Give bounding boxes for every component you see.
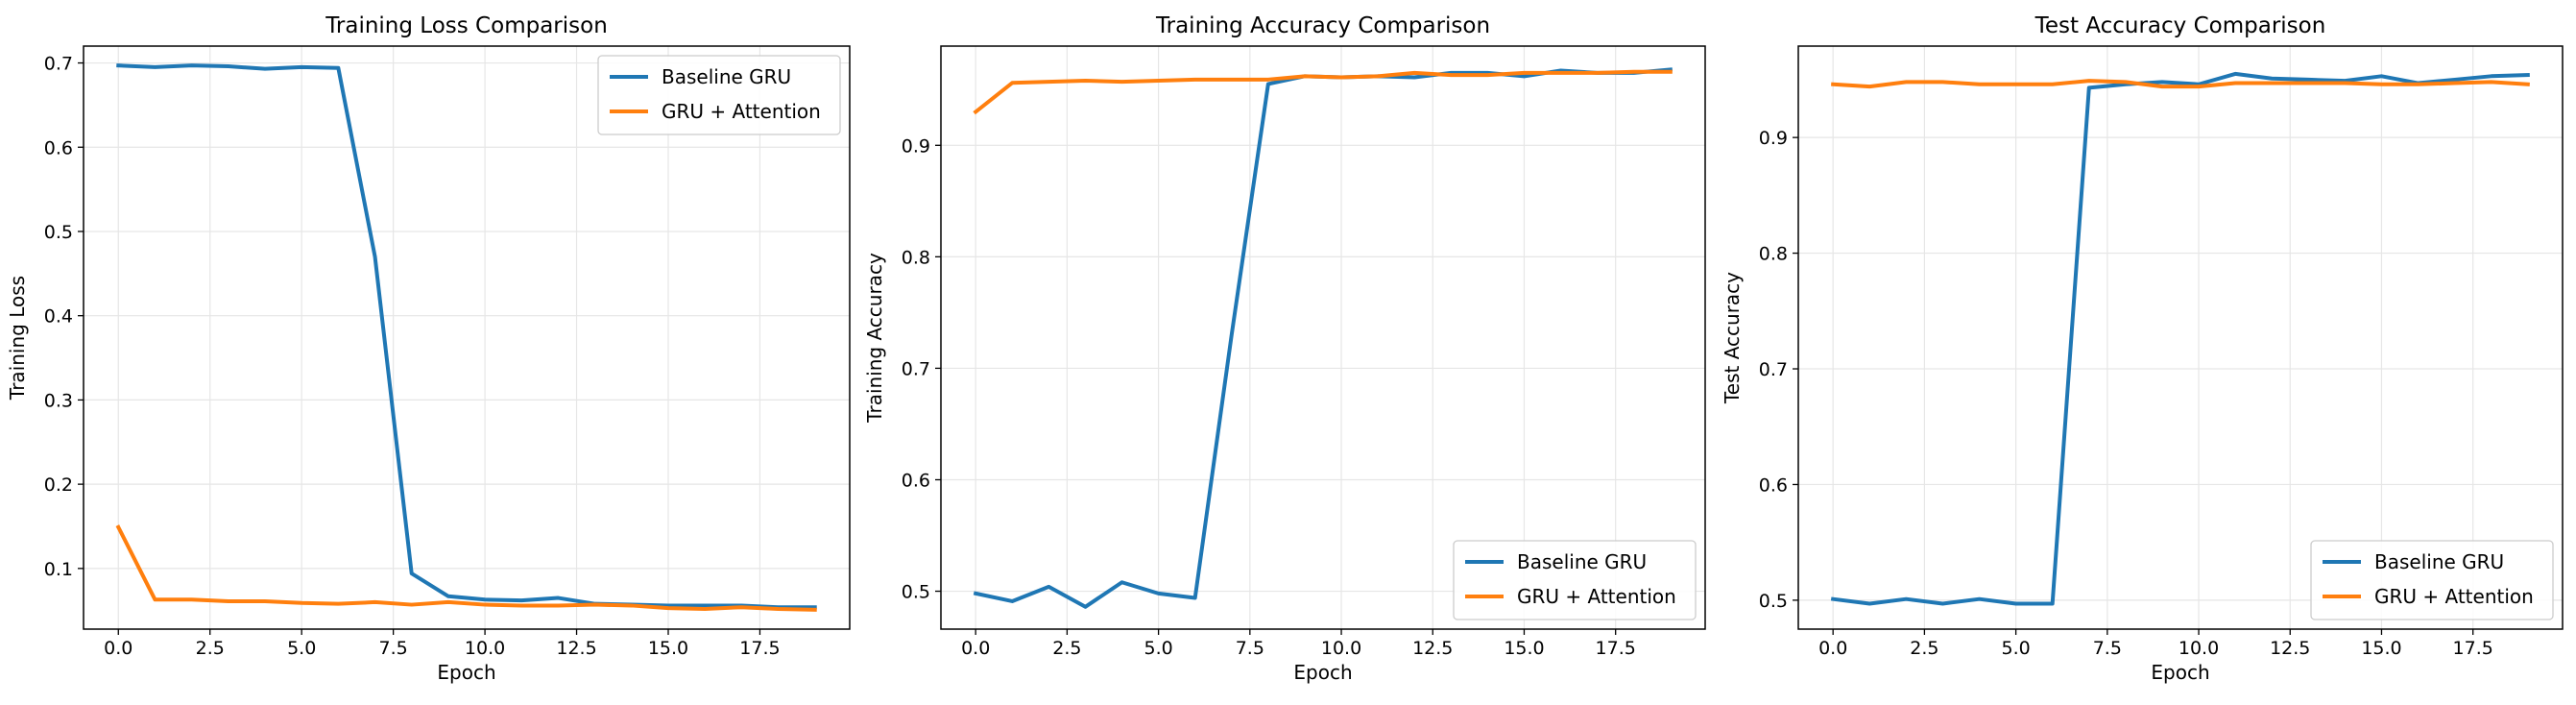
x-axis-label: Epoch [437, 661, 495, 684]
series-line-1 [1830, 71, 2530, 606]
x-tick-label: 15.0 [1504, 638, 1544, 659]
x-tick-label: 7.5 [379, 638, 408, 659]
chart-panel-3: 0.0 2.5 5.0 7.5 10.0 12.5 15.0 17.5 0.5 0.6 0.7 0.8… [1721, 13, 2564, 684]
x-tick-label: 0.0 [1818, 638, 1847, 659]
series-line-1 [116, 63, 817, 610]
chart-panel-2: 0.0 2.5 5.0 7.5 10.0 12.5 15.0 17.5 0.5 0.6 0.7 0.8… [863, 13, 1706, 684]
x-tick-label: 2.5 [1052, 638, 1081, 659]
y-tick-label: 0.8 [902, 247, 930, 268]
x-tick-label: 10.0 [1321, 638, 1361, 659]
y-tick-label: 0.5 [1759, 591, 1788, 612]
legend-box [2310, 540, 2554, 620]
y-tick-label: 0.6 [1759, 474, 1788, 496]
y-tick-label: 0.7 [1759, 359, 1788, 380]
y-tick-label: 0.5 [902, 582, 930, 603]
x-tick-label: 2.5 [1910, 638, 1938, 659]
x-tick-label: 17.5 [739, 638, 780, 659]
legend-label-2: GRU + Attention [662, 100, 821, 123]
legend: Baseline GRU GRU + Attention [1453, 540, 1697, 620]
legend-label-2: GRU + Attention [2374, 585, 2534, 608]
legend-box [597, 55, 841, 135]
x-tick-label: 17.5 [1596, 638, 1636, 659]
legend: Baseline GRU GRU + Attention [2310, 540, 2554, 620]
plot-frame [940, 45, 1706, 630]
x-axis-label: Epoch [2151, 661, 2209, 684]
x-tick-label: 12.5 [1412, 638, 1453, 659]
y-tick-label: 0.6 [44, 137, 73, 158]
legend-box [1453, 540, 1697, 620]
legend: Baseline GRU GRU + Attention [597, 55, 841, 135]
legend-label-1: Baseline GRU [2374, 550, 2504, 573]
plot-frame [1797, 45, 2564, 630]
chart-title: Test Accuracy Comparison [2034, 13, 2326, 38]
series-line-2 [973, 69, 1673, 115]
chart-title: Training Accuracy Comparison [1155, 13, 1490, 38]
x-tick-label: 7.5 [1236, 638, 1264, 659]
y-axis-label: Training Accuracy [863, 253, 886, 424]
y-tick-label: 0.2 [44, 474, 73, 496]
x-tick-label: 5.0 [2002, 638, 2031, 659]
series-line-2 [1831, 79, 2530, 89]
legend-label-1: Baseline GRU [1517, 550, 1647, 573]
x-tick-label: 5.0 [287, 638, 316, 659]
y-axis-label: Test Accuracy [1721, 272, 1744, 404]
y-tick-label: 0.9 [1759, 128, 1788, 149]
x-tick-label: 15.0 [648, 638, 688, 659]
series-line-2 [115, 524, 817, 612]
x-tick-label: 17.5 [2453, 638, 2493, 659]
x-tick-label: 2.5 [196, 638, 225, 659]
y-tick-label: 0.1 [44, 559, 73, 580]
y-tick-label: 0.9 [902, 135, 930, 157]
x-tick-label: 7.5 [2093, 638, 2122, 659]
legend-label-1: Baseline GRU [662, 65, 791, 88]
x-tick-label: 0.0 [961, 638, 990, 659]
series-line-1 [973, 67, 1673, 609]
x-axis-label: Epoch [1293, 661, 1352, 684]
plot-frame [83, 45, 851, 630]
x-tick-label: 12.5 [556, 638, 596, 659]
y-axis-label: Training Loss [6, 276, 29, 401]
x-tick-label: 10.0 [2179, 638, 2219, 659]
y-tick-label: 0.7 [44, 54, 73, 75]
x-tick-label: 10.0 [465, 638, 505, 659]
x-tick-label: 15.0 [2361, 638, 2401, 659]
legend-label-2: GRU + Attention [1517, 585, 1676, 608]
chart-title: Training Loss Comparison [325, 13, 608, 38]
y-tick-label: 0.7 [902, 358, 930, 379]
chart-panel-1: 0.0 2.5 5.0 7.5 10.0 12.5 15.0 17.5 0.1 0.2 0.3 0.4… [6, 13, 851, 684]
x-tick-label: 5.0 [1144, 638, 1173, 659]
y-tick-label: 0.6 [902, 470, 930, 491]
y-tick-label: 0.8 [1759, 244, 1788, 265]
y-tick-label: 0.4 [44, 306, 73, 328]
y-tick-label: 0.3 [44, 390, 73, 411]
x-tick-label: 12.5 [2270, 638, 2310, 659]
x-tick-label: 0.0 [104, 638, 132, 659]
y-tick-label: 0.5 [44, 222, 73, 243]
